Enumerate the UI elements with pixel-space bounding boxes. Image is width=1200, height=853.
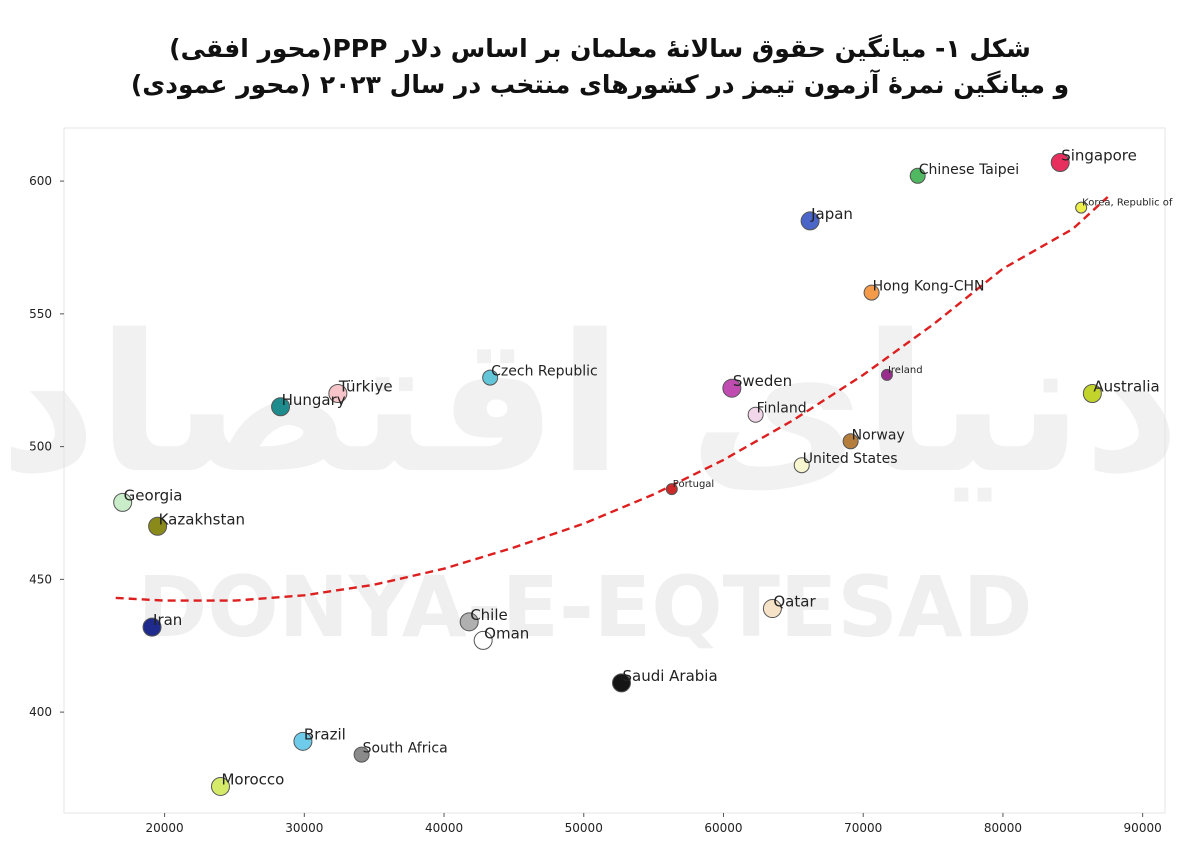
data-points <box>113 153 1102 796</box>
data-point-label: Iran <box>153 611 182 629</box>
data-point-label: Portugal <box>673 479 714 490</box>
chart-title-line-1: شکل ۱- میانگین حقوق سالانهٔ معلمان بر اس… <box>169 34 1031 63</box>
x-tick-label: 20000 <box>146 821 184 835</box>
point-labels: Singapore Chinese Taipei Japan Korea, Repub… <box>124 147 1173 789</box>
data-point-label: Qatar <box>773 593 816 611</box>
y-tick-label: 450 <box>29 572 52 586</box>
data-point <box>842 433 859 450</box>
x-tick-label: 80000 <box>984 821 1022 835</box>
data-point <box>148 516 168 536</box>
plot-area <box>63 127 1166 814</box>
data-point-label: Oman <box>484 624 529 642</box>
data-point <box>293 731 313 751</box>
x-tick-label: 60000 <box>704 821 742 835</box>
y-tick-label: 550 <box>29 307 52 321</box>
data-point-label: Morocco <box>221 770 284 788</box>
x-tick-label: 90000 <box>1124 821 1162 835</box>
data-point-label: United States <box>803 451 898 467</box>
data-point <box>1075 201 1088 214</box>
data-point <box>473 630 493 650</box>
data-point <box>113 492 133 512</box>
data-point-label: Ireland <box>888 365 923 376</box>
data-point <box>880 368 893 381</box>
data-point-label: Saudi Arabia <box>622 667 717 685</box>
data-point-label: Hong Kong-CHN <box>873 279 985 295</box>
chart-title-line-2: و میانگین نمرهٔ آزمون تیمز در کشورهای من… <box>130 70 1070 99</box>
watermark-persian: دنیای اقتصاد <box>0 294 1181 515</box>
data-point <box>459 612 479 632</box>
data-point-label: Georgia <box>124 486 183 504</box>
data-point <box>762 599 782 619</box>
data-point <box>611 673 631 693</box>
trendline <box>115 196 1109 602</box>
data-point-label: Brazil <box>304 725 346 743</box>
x-tick-label: 30000 <box>285 821 323 835</box>
data-point <box>482 369 499 386</box>
data-point-label: Chile <box>470 606 508 624</box>
data-point <box>800 211 820 231</box>
y-axis: 400 450 500 550 600 <box>29 174 64 719</box>
x-tick-label: 70000 <box>844 821 882 835</box>
x-axis: 20000 30000 40000 50000 60000 70000 80000 90000 <box>146 813 1162 835</box>
data-point-label: Japan <box>810 205 853 223</box>
data-point <box>909 167 926 184</box>
x-tick-label: 50000 <box>565 821 603 835</box>
data-point-label: Norway <box>852 427 905 443</box>
data-point <box>722 378 742 398</box>
x-tick-label: 40000 <box>425 821 463 835</box>
data-point <box>353 746 370 763</box>
data-point <box>328 384 348 404</box>
data-point-label: Australia <box>1093 378 1159 396</box>
data-point-label: Sweden <box>733 372 792 390</box>
data-point <box>793 457 810 474</box>
data-point-label: South Africa <box>363 741 448 757</box>
data-point-label: Hungary <box>282 391 346 409</box>
watermark: دنیای اقتصاد DONYA-E-EQTESAD <box>0 294 1181 656</box>
watermark-latin: DONYA-E-EQTESAD <box>137 558 1032 656</box>
data-point <box>142 617 162 637</box>
y-tick-label: 400 <box>29 705 52 719</box>
data-point-label: Korea, Republic of <box>1082 198 1173 209</box>
data-point <box>1082 384 1102 404</box>
data-point-label: Chinese Taipei <box>919 162 1019 178</box>
data-point-label: Singapore <box>1061 147 1137 165</box>
data-point-label: Türkiye <box>338 378 393 396</box>
data-point <box>863 284 880 301</box>
data-point <box>665 483 678 496</box>
data-point <box>271 397 291 417</box>
data-point-label: Kazakhstan <box>159 510 245 528</box>
data-point <box>747 406 764 423</box>
y-tick-label: 600 <box>29 174 52 188</box>
data-point-label: Czech Republic <box>491 364 598 380</box>
y-tick-label: 500 <box>29 440 52 454</box>
data-point <box>1050 153 1070 173</box>
data-point <box>210 776 230 796</box>
data-point-label: Finland <box>757 401 807 417</box>
